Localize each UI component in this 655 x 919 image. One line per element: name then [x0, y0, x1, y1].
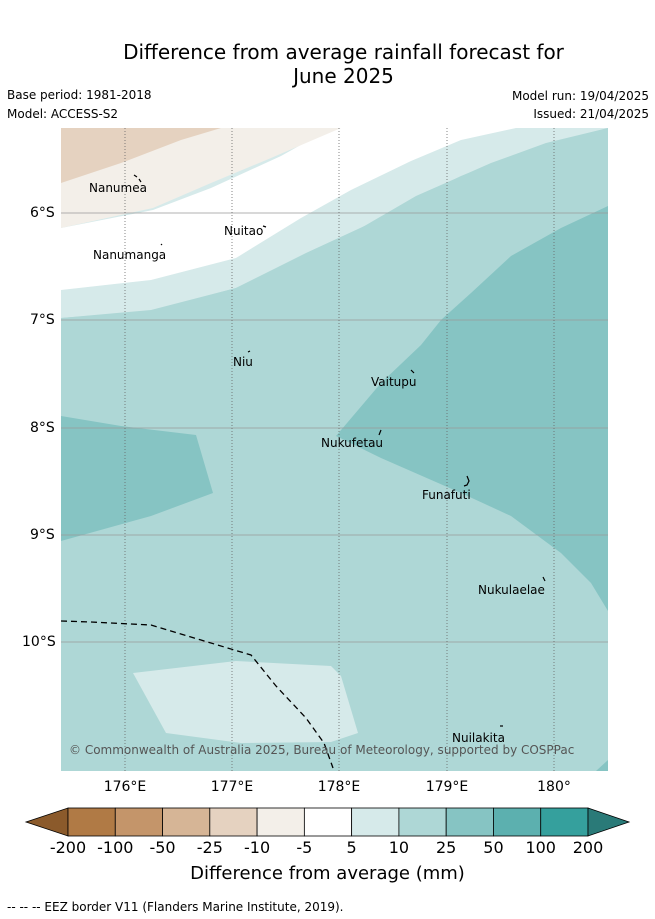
colorbar-swatch — [67, 807, 116, 837]
island-glyph-nuitao — [262, 225, 267, 228]
colorbar-swatch — [493, 807, 542, 837]
island-label-niu: Niu — [233, 355, 253, 369]
island-label-nanumanga: Nanumanga — [93, 248, 167, 262]
colorbar-tick-label: 100 — [525, 838, 556, 857]
colorbar-arrow-high — [587, 807, 631, 837]
colorbar-tick-label: -5 — [296, 838, 313, 857]
lat-label-10s: 10°S — [22, 634, 56, 650]
colorbar-swatch — [256, 807, 305, 837]
colorbar — [0, 805, 655, 839]
colorbar-swatch — [540, 807, 589, 837]
region-tan-dark — [61, 128, 221, 183]
region-teal-mid-corner — [596, 760, 608, 771]
lon-label-176e: 176°E — [103, 779, 147, 795]
eez-border — [61, 620, 334, 769]
colorbar-swatch — [162, 807, 211, 837]
colorbar-tick-label: -200 — [49, 838, 87, 857]
colorbar-swatch — [114, 807, 163, 837]
colorbar-swatch — [445, 807, 494, 837]
island-glyph-niu — [247, 350, 251, 353]
model-name: Model: ACCESS-S2 — [7, 107, 119, 121]
colorbar-tick-label: 10 — [388, 838, 410, 857]
colorbar-tick-label: 25 — [435, 838, 457, 857]
colorbar-tick-label: -50 — [149, 838, 176, 857]
copyright-notice: © Commonwealth of Australia 2025, Bureau… — [69, 743, 575, 757]
lat-label-8s: 8°S — [30, 420, 55, 436]
island-glyph-nukulaelae — [542, 576, 546, 582]
region-teal-light-2 — [61, 128, 608, 771]
region-teal-lightest-south — [133, 661, 358, 743]
map-title: Difference from average rainfall forecas… — [0, 40, 655, 88]
lon-label-177e: 177°E — [210, 779, 254, 795]
colorbar-tick-label: -100 — [97, 838, 134, 857]
island-label-nanumea: Nanumea — [89, 181, 147, 195]
rainfall-map — [61, 128, 608, 771]
lon-label-180: 180° — [537, 779, 571, 795]
island-label-funafuti: Funafuti — [422, 488, 471, 502]
lat-label-9s: 9°S — [30, 527, 55, 543]
map-panel — [61, 128, 608, 771]
colorbar-svg — [24, 807, 631, 837]
eez-legend: -- -- -- EEZ border V11 (Flanders Marine… — [7, 900, 344, 914]
base-period: Base period: 1981-2018 — [7, 88, 152, 102]
lon-label-178e: 178°E — [317, 779, 361, 795]
region-teal-mid-west — [61, 416, 213, 541]
lon-label-179e: 179°E — [425, 779, 469, 795]
title-line-1: Difference from average rainfall forecas… — [123, 40, 564, 64]
island-glyph-nanumanga — [160, 243, 163, 246]
model-run: Model run: 19/04/2025 — [511, 89, 649, 103]
island-glyph-nanumea — [133, 174, 142, 183]
colorbar-tick-label: 5 — [346, 838, 357, 857]
colorbar-label: Difference from average (mm) — [190, 863, 465, 884]
island-label-nuitao: Nuitao — [224, 224, 264, 238]
issued-date: Issued: 21/04/2025 — [533, 107, 649, 121]
colorbar-swatch — [351, 807, 400, 837]
island-glyph-funafuti — [463, 475, 470, 487]
colorbar-tick-label: 200 — [572, 838, 604, 857]
island-label-nukulaelae: Nukulaelae — [478, 583, 545, 597]
island-glyph-nukufetau — [378, 429, 382, 436]
lat-label-6s: 6°S — [30, 205, 55, 221]
title-line-2: June 2025 — [293, 64, 394, 88]
colorbar-tick-label: 50 — [483, 838, 504, 857]
lat-label-7s: 7°S — [30, 312, 55, 328]
region-white-band — [61, 128, 608, 290]
colorbar-swatch — [209, 807, 258, 837]
region-teal-mid-east — [336, 206, 608, 611]
island-label-nukufetau: Nukufetau — [321, 436, 384, 450]
colorbar-arrow-low — [24, 807, 69, 837]
island-label-nuilakita: Nuilakita — [452, 731, 505, 745]
colorbar-tick-label: -25 — [196, 838, 223, 857]
colorbar-tick-label: -10 — [244, 838, 271, 857]
colorbar-swatch — [303, 807, 353, 837]
island-label-vaitupu: Vaitupu — [371, 375, 417, 389]
island-glyph-vaitupu — [410, 369, 415, 374]
colorbar-swatch — [398, 807, 447, 837]
